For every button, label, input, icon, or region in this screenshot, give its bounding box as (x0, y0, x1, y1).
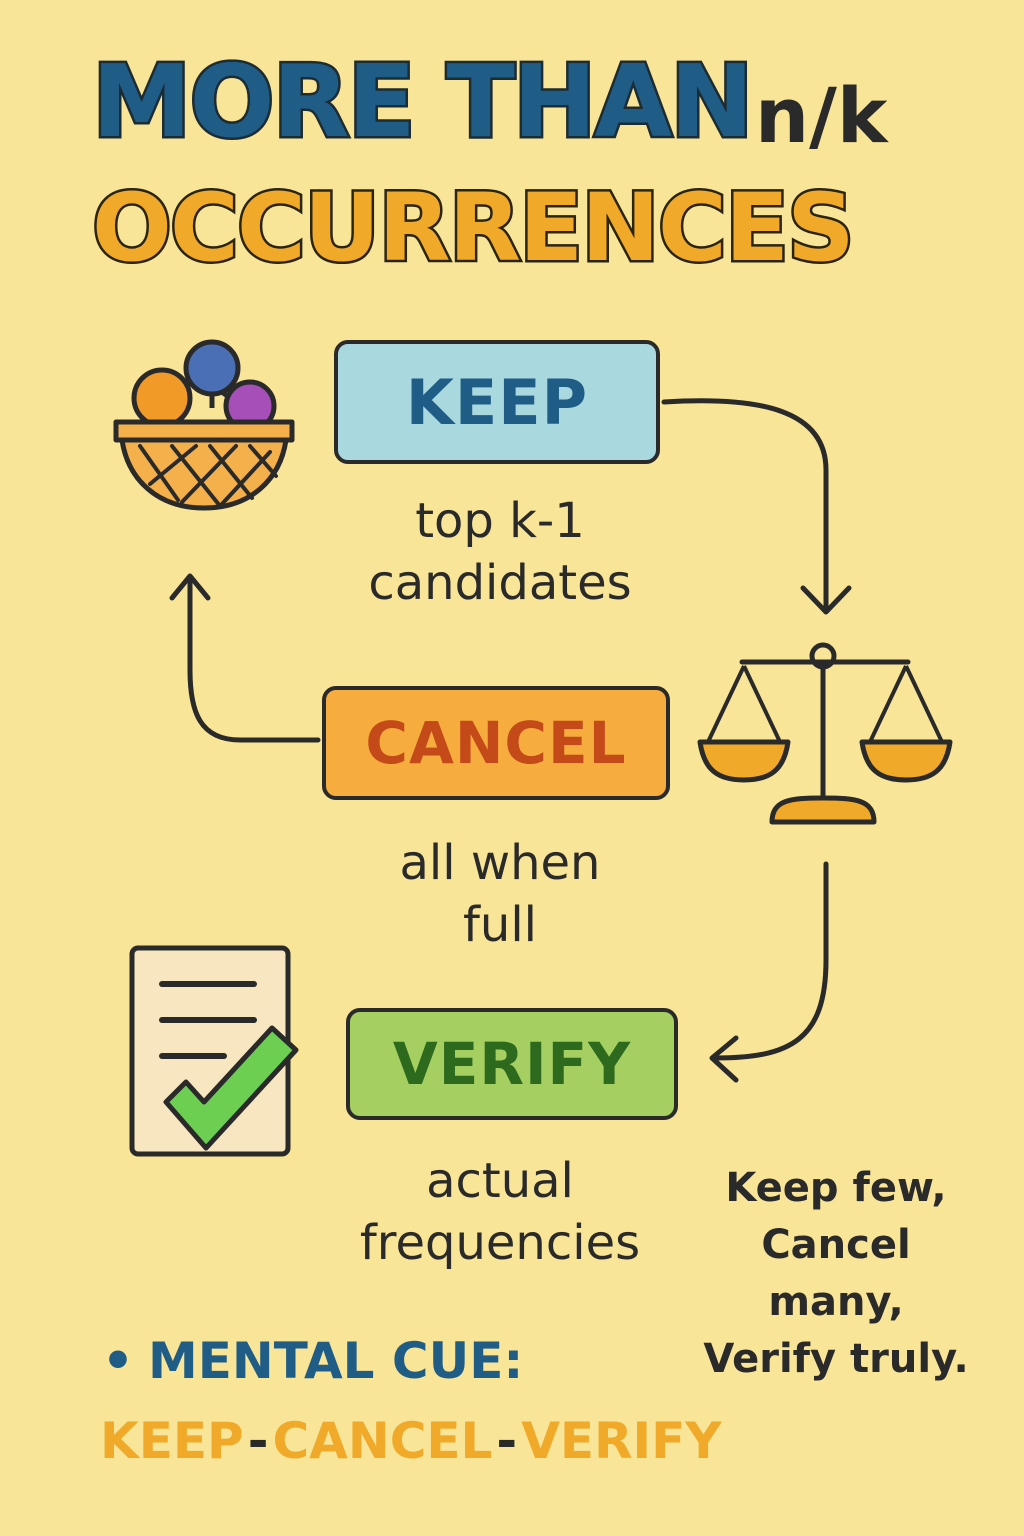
verify-caption-line-1: actual (426, 1153, 574, 1209)
verify-label: VERIFY (392, 1030, 632, 1098)
bullet-icon: • (102, 1332, 134, 1390)
title-nk: n/k (755, 71, 888, 160)
side-note: Keep few, Cancel many, Verify truly. (703, 1165, 969, 1382)
mental-cue-chain: KEEP-CANCEL-VERIFY (100, 1412, 722, 1470)
arrow-scale-to-verify (709, 861, 829, 1083)
cue-separator: - (496, 1412, 518, 1470)
cancel-caption-line-1: all when (399, 835, 601, 891)
title-line-1: MORE THAN (90, 43, 757, 160)
keep-caption: top k-1 candidates (290, 490, 710, 614)
verify-caption-line-2: frequencies (359, 1215, 641, 1271)
cue-separator: - (247, 1412, 269, 1470)
balance-scale-icon (697, 642, 953, 825)
title-line-2: OCCURRENCES (90, 174, 858, 283)
mental-cue-label: • MENTAL CUE: (102, 1332, 523, 1390)
cue-cancel: CANCEL (272, 1412, 493, 1470)
cancel-step-box: CANCEL (322, 686, 670, 800)
verify-caption: actual frequencies (290, 1150, 710, 1274)
basket-icon (113, 339, 295, 511)
checklist-document-icon (129, 945, 299, 1157)
keep-caption-line-2: candidates (368, 555, 632, 611)
cancel-caption: all when full (300, 832, 700, 956)
keep-caption-line-1: top k-1 (415, 493, 585, 549)
keep-label: KEEP (405, 365, 589, 439)
cancel-caption-line-2: full (463, 897, 537, 953)
keep-step-box: KEEP (334, 340, 660, 464)
cue-keep: KEEP (100, 1412, 244, 1470)
mental-cue-text: MENTAL CUE: (147, 1332, 524, 1390)
verify-step-box: VERIFY (346, 1008, 678, 1120)
cancel-label: CANCEL (365, 709, 627, 777)
cue-verify: VERIFY (521, 1412, 722, 1470)
